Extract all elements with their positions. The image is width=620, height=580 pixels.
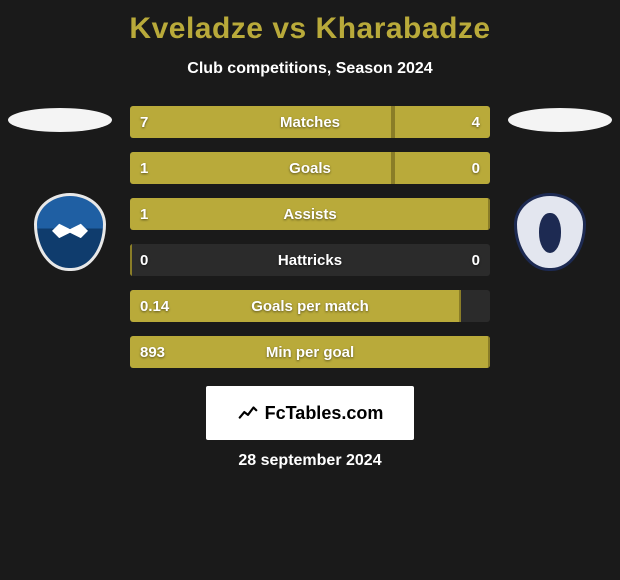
stat-value-left: 0 bbox=[140, 244, 148, 276]
stat-label: Assists bbox=[130, 198, 490, 230]
date-label: 28 september 2024 bbox=[0, 452, 620, 470]
page-title: Kveladze vs Kharabadze bbox=[0, 0, 620, 46]
stat-row: Goals per match0.14 bbox=[130, 290, 490, 322]
stat-value-left: 1 bbox=[140, 152, 148, 184]
stat-row: Hattricks0 0 bbox=[130, 244, 490, 276]
stat-value-right: 0 bbox=[472, 152, 480, 184]
stat-label: Goals bbox=[130, 152, 490, 184]
shield-icon bbox=[34, 193, 106, 271]
stat-value-left: 893 bbox=[140, 336, 165, 368]
branding-text: FcTables.com bbox=[265, 403, 384, 424]
team-crest-left bbox=[28, 190, 112, 274]
player-slot-right bbox=[508, 108, 612, 132]
player-slot-left bbox=[8, 108, 112, 132]
chart-icon bbox=[237, 402, 259, 424]
stat-value-left: 1 bbox=[140, 198, 148, 230]
subtitle: Club competitions, Season 2024 bbox=[0, 60, 620, 78]
stat-row: Matches7 4 bbox=[130, 106, 490, 138]
stat-bars: Matches74Goals10Assists1Hattricks00Goals… bbox=[130, 106, 490, 368]
stat-label: Matches bbox=[130, 106, 490, 138]
branding-badge[interactable]: FcTables.com bbox=[206, 386, 414, 440]
stat-value-left: 7 bbox=[140, 106, 148, 138]
team-crest-right bbox=[508, 190, 592, 274]
stat-label: Hattricks bbox=[130, 244, 490, 276]
stat-row: Assists1 bbox=[130, 198, 490, 230]
stat-row: Goals1 0 bbox=[130, 152, 490, 184]
comparison-area: Matches74Goals10Assists1Hattricks00Goals… bbox=[0, 106, 620, 368]
stat-row: Min per goal893 bbox=[130, 336, 490, 368]
stat-label: Goals per match bbox=[130, 290, 490, 322]
stat-value-left: 0.14 bbox=[140, 290, 169, 322]
stat-value-right: 0 bbox=[472, 244, 480, 276]
stat-value-right: 4 bbox=[472, 106, 480, 138]
shield-icon bbox=[514, 193, 586, 271]
stat-label: Min per goal bbox=[130, 336, 490, 368]
